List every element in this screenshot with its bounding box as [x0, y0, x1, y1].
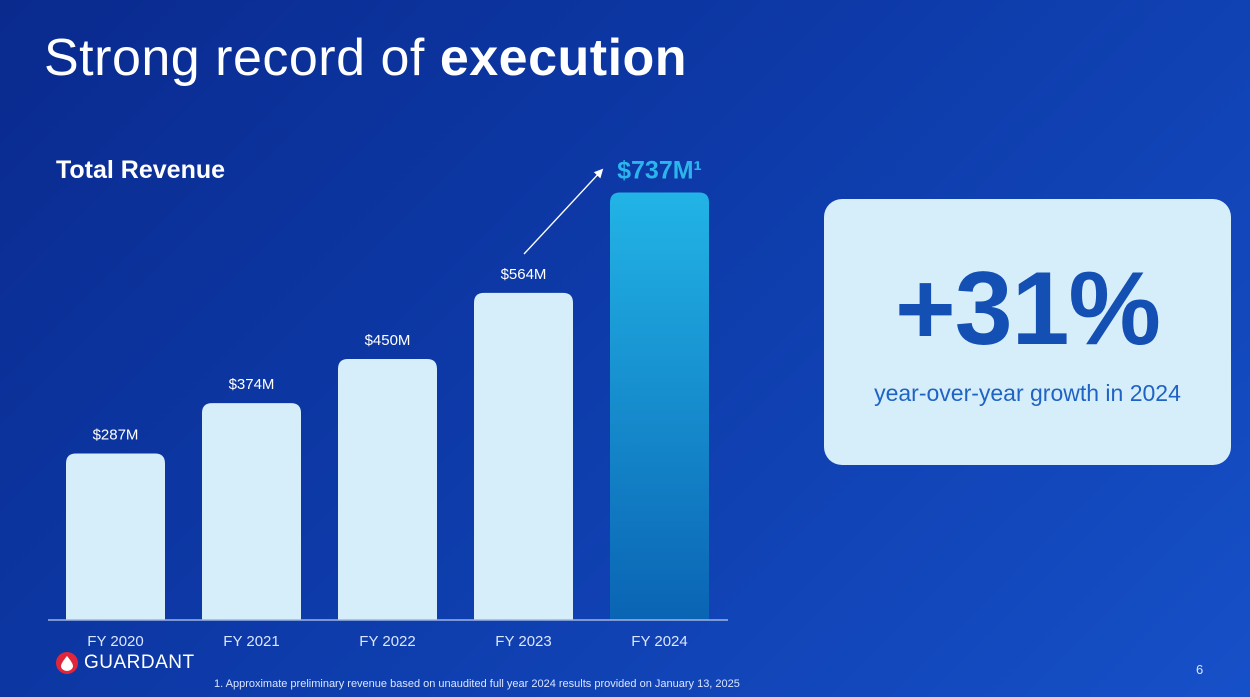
logo-text: GUARDANT: [84, 652, 195, 673]
bar-fy-2022: [338, 359, 437, 620]
x-tick-label: FY 2022: [359, 633, 415, 650]
page-number: 6: [1196, 662, 1204, 677]
value-label-fy-2024: $737M¹: [617, 157, 702, 185]
x-tick-label: FY 2020: [87, 633, 143, 650]
bar-fy-2020: [66, 453, 165, 620]
value-label-fy-2020: $287M: [93, 427, 139, 444]
value-label-fy-2021: $374M: [229, 376, 275, 393]
x-tick-label: FY 2024: [631, 633, 687, 650]
kpi-card: +31% year-over-year growth in 2024: [824, 199, 1231, 465]
bar-fy-2024: [610, 192, 709, 621]
x-tick-label: FY 2023: [495, 633, 551, 650]
slide-title-bold: execution: [439, 29, 688, 87]
guardant-logo: GUARDANT: [56, 652, 195, 674]
bar-fy-2021: [202, 403, 301, 620]
slide-title-regular: Strong record of: [44, 29, 440, 87]
bar-fy-2023: [474, 292, 573, 620]
footnote: 1. Approximate preliminary revenue based…: [214, 678, 740, 690]
kpi-value: +31%: [895, 251, 1161, 367]
value-label-fy-2023: $564M: [501, 266, 547, 283]
growth-arrow: [523, 168, 604, 255]
slide-title: Strong record of execution: [44, 28, 687, 88]
blood-drop-icon: [56, 652, 78, 674]
chart-title: Total Revenue: [56, 156, 226, 184]
value-label-fy-2022: $450M: [365, 332, 411, 349]
kpi-caption: year-over-year growth in 2024: [874, 380, 1181, 406]
revenue-bar-chart: $287M $374M $450M $564M $737M¹ FY 2020 FY 202…: [48, 157, 728, 650]
x-tick-label: FY 2021: [223, 633, 279, 650]
